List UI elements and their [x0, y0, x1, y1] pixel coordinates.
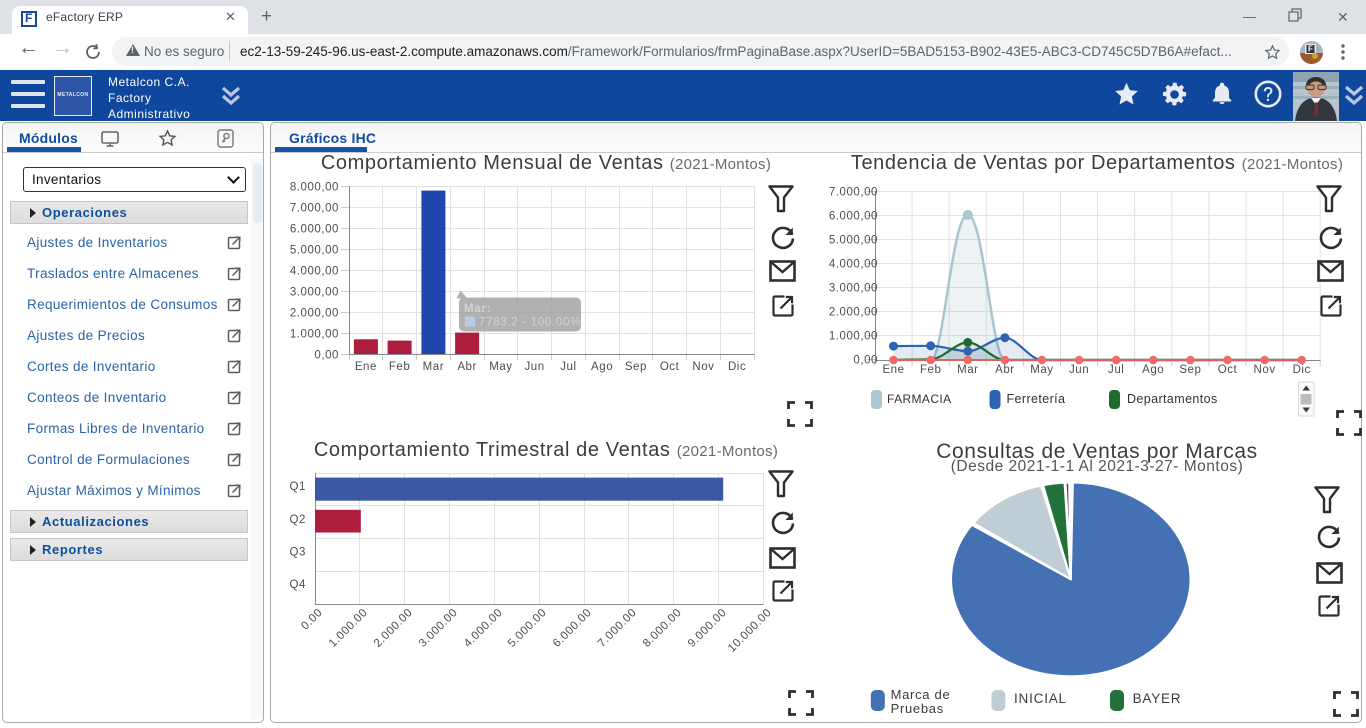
svg-text:May: May — [1030, 364, 1053, 376]
svg-text:1.000.00: 1.000.00 — [327, 607, 370, 650]
svg-text:Q3: Q3 — [290, 547, 306, 559]
svg-text:Jul: Jul — [1108, 364, 1124, 376]
svg-text:3.000,00: 3.000,00 — [829, 283, 878, 295]
svg-text:2.000,00: 2.000,00 — [829, 307, 878, 319]
svg-text:Sep: Sep — [625, 361, 647, 373]
svg-text:Ago: Ago — [591, 361, 613, 373]
svg-text:8.000.00: 8.000.00 — [641, 607, 684, 650]
svg-text:6.000.00: 6.000.00 — [551, 607, 594, 650]
svg-text:0,00: 0,00 — [314, 350, 339, 362]
svg-text:Abr: Abr — [995, 364, 1015, 376]
svg-text:1.000,00: 1.000,00 — [829, 331, 878, 343]
svg-text:May: May — [489, 361, 512, 373]
svg-text:6.000,00: 6.000,00 — [290, 224, 339, 236]
svg-text:Mar: Mar — [423, 361, 444, 373]
svg-text:7.000,00: 7.000,00 — [290, 203, 339, 215]
svg-text:2.000,00: 2.000,00 — [290, 308, 339, 320]
svg-text:Jun: Jun — [1069, 364, 1089, 376]
svg-text:7.000,00: 7.000,00 — [829, 187, 878, 199]
svg-text:4.000,00: 4.000,00 — [290, 266, 339, 278]
svg-text:Dic: Dic — [728, 361, 746, 373]
svg-text:F: F — [1308, 45, 1313, 54]
svg-text:INICIAL: INICIAL — [1014, 691, 1067, 706]
svg-text:Ene: Ene — [882, 364, 904, 376]
svg-text:10.000.00: 10.000.00 — [726, 607, 774, 655]
svg-text:Dic: Dic — [1293, 364, 1311, 376]
svg-text:Q2: Q2 — [290, 514, 306, 526]
svg-text:Mar: Mar — [957, 364, 978, 376]
svg-text:Ene: Ene — [355, 361, 377, 373]
svg-text:2.000.00: 2.000.00 — [372, 607, 415, 650]
svg-text:Jul: Jul — [560, 361, 576, 373]
svg-text:Oct: Oct — [660, 361, 680, 373]
svg-text:FARMACIA: FARMACIA — [887, 392, 952, 406]
svg-text:Nov: Nov — [1254, 364, 1276, 376]
svg-text:3.000,00: 3.000,00 — [290, 287, 339, 299]
svg-text:Q1: Q1 — [290, 481, 306, 493]
svg-text:5.000.00: 5.000.00 — [506, 607, 549, 650]
svg-text:Departamentos: Departamentos — [1127, 392, 1218, 406]
svg-text:1.000,00: 1.000,00 — [290, 329, 339, 341]
svg-text:7783.2 - 100.00%: 7783.2 - 100.00% — [479, 317, 581, 329]
svg-text:7.000.00: 7.000.00 — [596, 607, 639, 650]
svg-text:0.00: 0.00 — [299, 607, 325, 633]
svg-text:8.000,00: 8.000,00 — [290, 182, 339, 194]
svg-text:Oct: Oct — [1218, 364, 1238, 376]
svg-text:9.000.00: 9.000.00 — [686, 607, 729, 650]
svg-text:Ago: Ago — [1142, 364, 1164, 376]
svg-text:3.000.00: 3.000.00 — [417, 607, 460, 650]
svg-text:5.000,00: 5.000,00 — [290, 245, 339, 257]
svg-text:Jun: Jun — [524, 361, 544, 373]
svg-text:Marca de: Marca de — [891, 687, 951, 702]
svg-text:Nov: Nov — [692, 361, 714, 373]
svg-text:Feb: Feb — [389, 361, 410, 373]
svg-text:5.000,00: 5.000,00 — [829, 235, 878, 247]
svg-text:Abr: Abr — [457, 361, 477, 373]
svg-text:BAYER: BAYER — [1133, 691, 1182, 706]
svg-text:Feb: Feb — [920, 364, 941, 376]
svg-text:0,00: 0,00 — [853, 355, 878, 367]
svg-text:Mar:: Mar: — [464, 303, 491, 315]
svg-text:Q4: Q4 — [290, 579, 306, 591]
svg-text:4.000,00: 4.000,00 — [829, 259, 878, 271]
svg-text:Ferretería: Ferretería — [1007, 392, 1066, 406]
svg-text:Sep: Sep — [1179, 364, 1201, 376]
svg-text:Pruebas: Pruebas — [891, 701, 944, 716]
svg-text:4.000.00: 4.000.00 — [462, 607, 505, 650]
svg-text:6.000,00: 6.000,00 — [829, 211, 878, 223]
